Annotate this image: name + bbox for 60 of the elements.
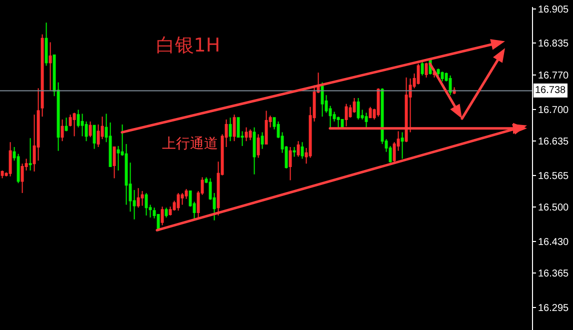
y-tick-label: 16.635 (538, 136, 570, 148)
candlestick (252, 126, 256, 175)
y-tick-label: 16.835 (538, 38, 570, 50)
candlestick (164, 207, 168, 218)
candlestick (244, 126, 248, 142)
candlestick (288, 146, 292, 181)
candlestick (416, 63, 420, 85)
candlestick (160, 206, 164, 226)
candlestick (424, 62, 428, 78)
ref-line-label: 16.738 (535, 85, 566, 96)
candlestick (144, 192, 148, 216)
text: 白银1H (156, 34, 220, 57)
candlestick (320, 82, 324, 118)
candlestick (368, 106, 372, 118)
candlestick (72, 112, 76, 137)
annotation: 上行通道 (162, 136, 218, 152)
candlestick (136, 188, 140, 208)
candlestick (0, 170, 4, 179)
candlestick (260, 132, 264, 150)
candlestick (376, 88, 380, 118)
candlestick (404, 76, 408, 143)
candlestick (420, 60, 424, 76)
candlestick (92, 124, 96, 150)
candlestick (40, 34, 44, 118)
y-tick-label: 16.430 (538, 236, 570, 248)
candlestick (256, 134, 260, 158)
candlestick (28, 138, 32, 171)
candlestick (352, 98, 356, 114)
candlestick (232, 114, 236, 142)
candlestick (292, 146, 296, 158)
candlestick (60, 119, 64, 142)
candlestick (356, 98, 360, 120)
candlestick (344, 103, 348, 127)
candlestick (340, 119, 344, 129)
y-tick-label: 16.905 (538, 4, 570, 16)
candlestick (248, 128, 252, 141)
candlestick (64, 117, 68, 132)
candlestick (448, 75, 452, 96)
candlestick (88, 121, 92, 138)
candlestick (80, 113, 84, 137)
y-tick-label: 16.770 (538, 70, 570, 82)
y-tick-label: 16.500 (538, 202, 570, 214)
y-tick-label: 16.700 (538, 104, 570, 116)
candlestick (112, 146, 116, 179)
candlestick (436, 68, 440, 78)
candlestick (364, 112, 368, 128)
candlestick (300, 142, 304, 160)
candlestick (440, 71, 444, 82)
y-tick-label: 16.565 (538, 170, 570, 182)
candlestick (264, 110, 268, 145)
candlestick (296, 140, 300, 158)
candlestick (140, 190, 144, 206)
candlestick (228, 117, 232, 142)
y-tick-label: 16.295 (538, 302, 570, 314)
candlestick (176, 192, 180, 212)
candlestick (8, 142, 12, 177)
candlestick (400, 132, 404, 160)
candlestick (48, 42, 52, 91)
y-tick-label: 16.365 (538, 268, 570, 280)
candlestick (44, 22, 48, 66)
